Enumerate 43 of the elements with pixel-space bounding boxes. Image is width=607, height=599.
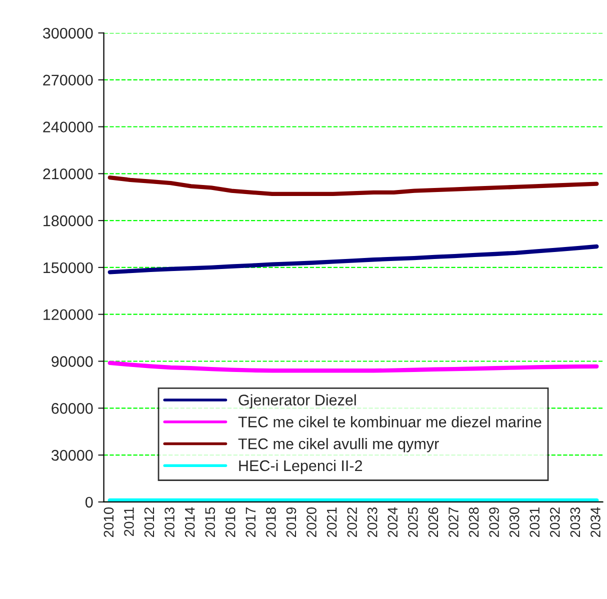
x-tick-label: 2010 [104, 507, 114, 538]
x-tick-label: 2013 [164, 507, 174, 538]
line-series [108, 360, 599, 373]
x-tick-label: 2020 [306, 507, 316, 538]
y-tick-label: 0 [85, 496, 93, 508]
legend-label: TEC me cikel te kombinuar me diezel marine [238, 416, 542, 428]
y-tick-label: 120000 [44, 309, 93, 320]
y-tick-label: 90000 [52, 356, 93, 367]
x-tick-label: 2024 [388, 507, 398, 538]
x-tick-label: 2015 [205, 507, 216, 538]
x-tick-label: 2017 [246, 508, 256, 538]
x-tick-label: 2030 [509, 507, 520, 538]
x-tick-label: 2023 [367, 507, 378, 538]
y-tick-label: 180000 [44, 215, 93, 226]
x-tick-label: 2014 [184, 507, 195, 538]
line-series [108, 244, 599, 274]
x-tick-label: 2028 [468, 507, 479, 538]
x-tick-label: 2029 [489, 507, 499, 538]
legend-label: TEC me cikel avulli me qymyr [238, 438, 439, 452]
y-tick-label: 60000 [52, 403, 93, 414]
x-tick-label: 2012 [144, 508, 154, 538]
y-tick-label: 270000 [43, 74, 93, 86]
line-series [108, 175, 599, 196]
y-tick-label: 240000 [43, 122, 93, 132]
x-tick-label: 2034 [590, 507, 600, 538]
x-tick-label: 2027 [448, 508, 458, 538]
x-tick-label: 2019 [286, 507, 296, 538]
y-tick-label: 210000 [43, 168, 93, 180]
x-tick-label: 2022 [347, 508, 357, 538]
x-tick-label: 2032 [550, 508, 560, 538]
legend-label: Gjenerator Diezel [238, 394, 356, 408]
x-tick-label: 2026 [428, 507, 438, 538]
y-tick-label: 150000 [44, 262, 93, 274]
x-tick-label: 2025 [408, 507, 418, 538]
x-tick-label: 2021 [326, 508, 337, 538]
y-tick-label: 300000 [42, 28, 93, 39]
x-tick-label: 2018 [266, 507, 276, 538]
x-tick-label: 2016 [225, 507, 236, 538]
x-tick-label: 2011 [124, 508, 134, 536]
y-tick-label: 30000 [51, 450, 93, 461]
x-tick-label: 2031 [530, 508, 540, 538]
x-tick-label: 2033 [570, 507, 580, 538]
legend-label: HEC-i Lepenci II-2 [239, 460, 362, 474]
